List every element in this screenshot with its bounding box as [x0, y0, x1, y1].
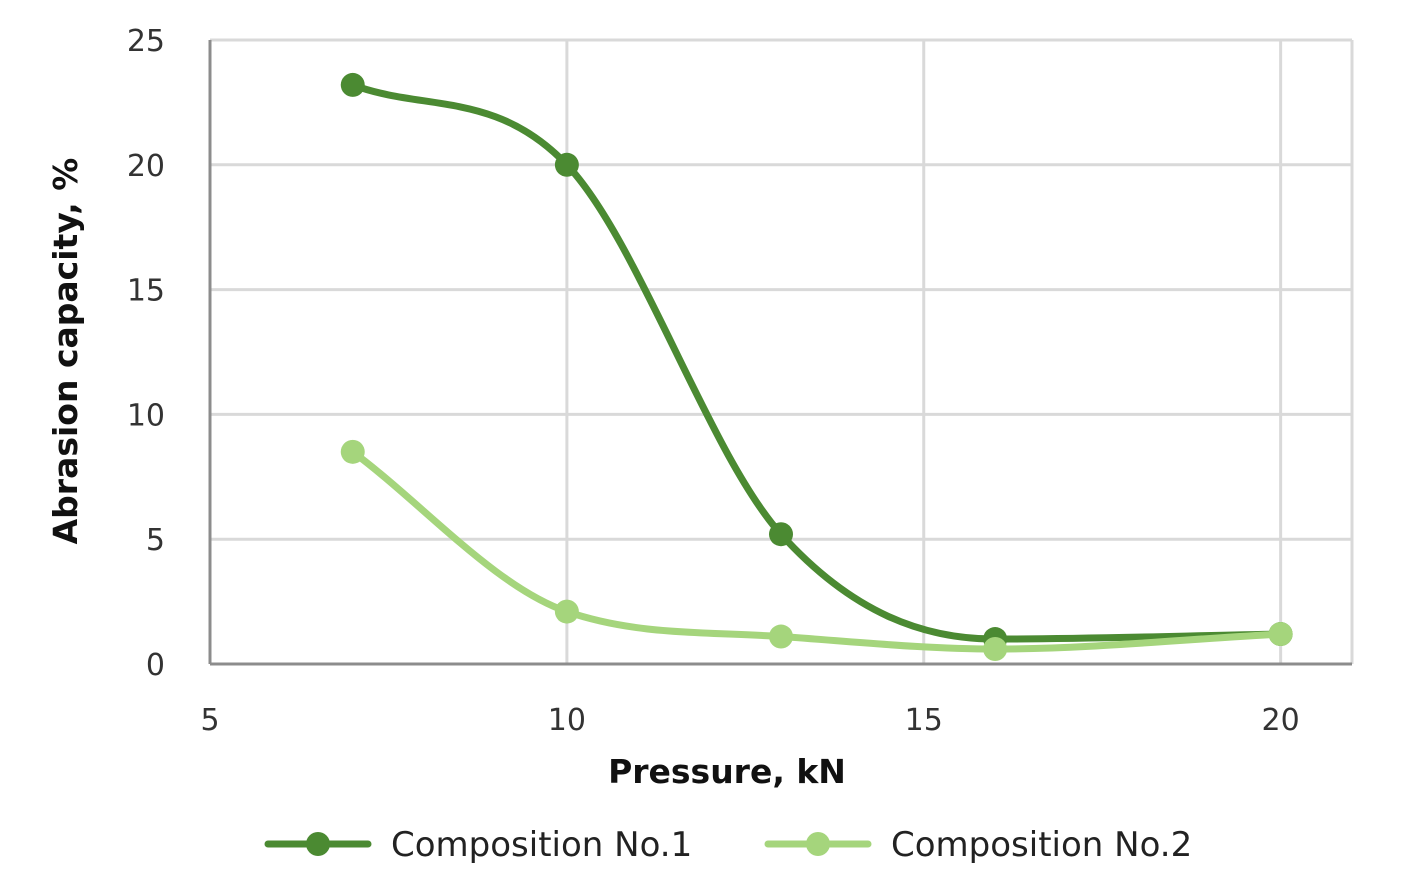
legend-swatch-marker [806, 832, 830, 856]
legend: Composition No.1 Composition No.2 [264, 825, 1192, 865]
legend-item: Composition No.2 [764, 825, 1192, 865]
data-point [983, 637, 1008, 662]
data-point [554, 599, 579, 624]
legend-label: Composition No.2 [891, 825, 1192, 865]
y-tick-label: 15 [127, 274, 165, 309]
data-point [769, 522, 793, 547]
data-point [340, 72, 365, 97]
gridlines [208, 38, 1354, 664]
data-point [340, 439, 365, 464]
data-point [554, 152, 579, 177]
data-point [769, 624, 793, 649]
y-tick-label: 25 [127, 24, 165, 59]
legend-label: Composition No.1 [391, 825, 692, 865]
y-tick-label: 5 [146, 523, 165, 558]
x-tick-label: 10 [548, 703, 586, 738]
legend-item: Composition No.1 [264, 825, 692, 865]
y-axis-title: Abrasion capacity, % [46, 158, 85, 545]
data-point [1268, 622, 1293, 647]
x-tick-label: 20 [1262, 703, 1300, 738]
series-line [349, 81, 1285, 643]
x-tick-label: 15 [905, 703, 943, 738]
series-line [349, 448, 1285, 653]
legend-swatch-marker [306, 832, 330, 856]
series-2 [340, 439, 1293, 662]
y-tick-label: 0 [146, 648, 165, 683]
series [340, 72, 1293, 662]
y-tick-label: 10 [127, 398, 165, 433]
x-tick-label: 5 [200, 703, 219, 738]
y-tick-label: 20 [127, 149, 165, 184]
x-axis-title: Pressure, kN [608, 752, 846, 791]
